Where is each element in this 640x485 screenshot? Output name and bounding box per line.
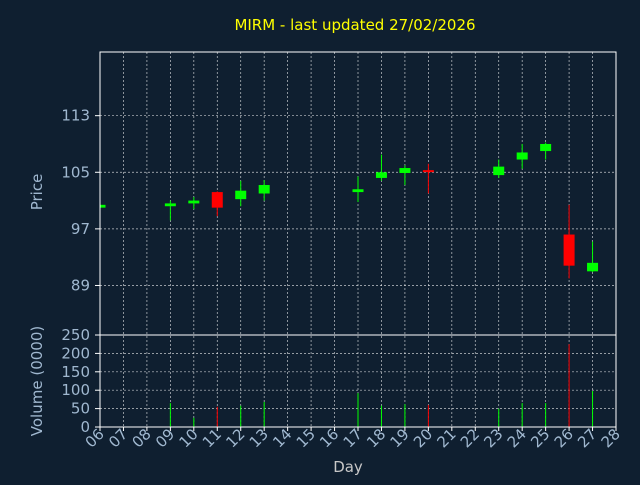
x-tick-label: 16 <box>316 425 342 451</box>
candle <box>164 200 176 221</box>
x-tick-label: 13 <box>246 425 272 451</box>
price-axis-label: Price <box>28 174 46 211</box>
x-tick-label: 26 <box>551 425 577 451</box>
x-tick-label: 17 <box>340 425 366 451</box>
candle-body <box>258 185 270 194</box>
candle <box>493 159 505 178</box>
volume-tick-label: 50 <box>71 400 90 418</box>
candle-layer <box>99 142 599 279</box>
candle <box>516 143 528 169</box>
candle <box>235 180 247 207</box>
x-tick-label: 08 <box>129 425 155 451</box>
candle <box>422 163 434 194</box>
candle <box>352 176 364 202</box>
x-tick-label: 27 <box>574 425 600 451</box>
candle <box>587 241 599 273</box>
x-tick-label: 21 <box>433 425 459 451</box>
candle-body <box>188 200 200 204</box>
candle <box>540 142 552 160</box>
candle <box>258 180 270 201</box>
axis-layer: 8997105113050100150200250060708091011121… <box>61 51 624 451</box>
price-tick-label: 89 <box>71 276 90 294</box>
x-tick-label: 25 <box>527 425 553 451</box>
candle <box>188 197 200 210</box>
candle-body <box>587 262 599 272</box>
candle-body <box>352 189 364 193</box>
x-tick-label: 19 <box>387 425 413 451</box>
volume-tick-label: 150 <box>61 363 90 381</box>
candle-body <box>100 204 106 208</box>
candle <box>563 204 575 279</box>
x-tick-label: 18 <box>363 425 389 451</box>
candle-body <box>211 192 223 208</box>
volume-tick-label: 100 <box>61 381 90 399</box>
x-tick-label: 28 <box>598 425 624 451</box>
x-tick-label: 12 <box>222 425 248 451</box>
volume-axis-label: Volume (0000) <box>28 326 46 436</box>
grid-layer <box>100 52 616 427</box>
x-tick-label: 15 <box>293 425 319 451</box>
x-tick-label: 23 <box>480 425 506 451</box>
volume-tick-label: 200 <box>61 344 90 362</box>
x-tick-label: 09 <box>152 425 178 451</box>
candle <box>375 154 387 181</box>
x-tick-label: 10 <box>175 425 201 451</box>
x-tick-label: 07 <box>105 425 131 451</box>
candle-body <box>563 234 575 266</box>
x-tick-label: 14 <box>269 425 295 451</box>
price-tick-label: 113 <box>61 107 90 125</box>
candle-body <box>422 170 434 173</box>
price-tick-label: 105 <box>61 163 90 181</box>
candle <box>211 191 223 217</box>
x-tick-label: 11 <box>199 425 225 451</box>
candle-body <box>516 152 528 160</box>
x-axis-label: Day <box>333 458 363 476</box>
candle-body <box>235 190 247 200</box>
candle-body <box>540 143 552 152</box>
candle-body <box>399 168 411 173</box>
volume-tick-label: 250 <box>61 326 90 344</box>
candle <box>399 165 411 186</box>
candle-body <box>164 203 176 207</box>
x-tick-label: 24 <box>504 425 530 451</box>
candle-body <box>375 172 387 178</box>
x-tick-label: 22 <box>457 425 483 451</box>
candle-body <box>493 166 505 176</box>
candle <box>99 204 106 210</box>
volume-layer <box>169 344 594 427</box>
price-tick-label: 97 <box>71 220 90 238</box>
chart-title: MIRM - last updated 27/02/2026 <box>234 16 475 34</box>
x-tick-label: 20 <box>410 425 436 451</box>
volume-tick-label: 0 <box>80 418 90 436</box>
